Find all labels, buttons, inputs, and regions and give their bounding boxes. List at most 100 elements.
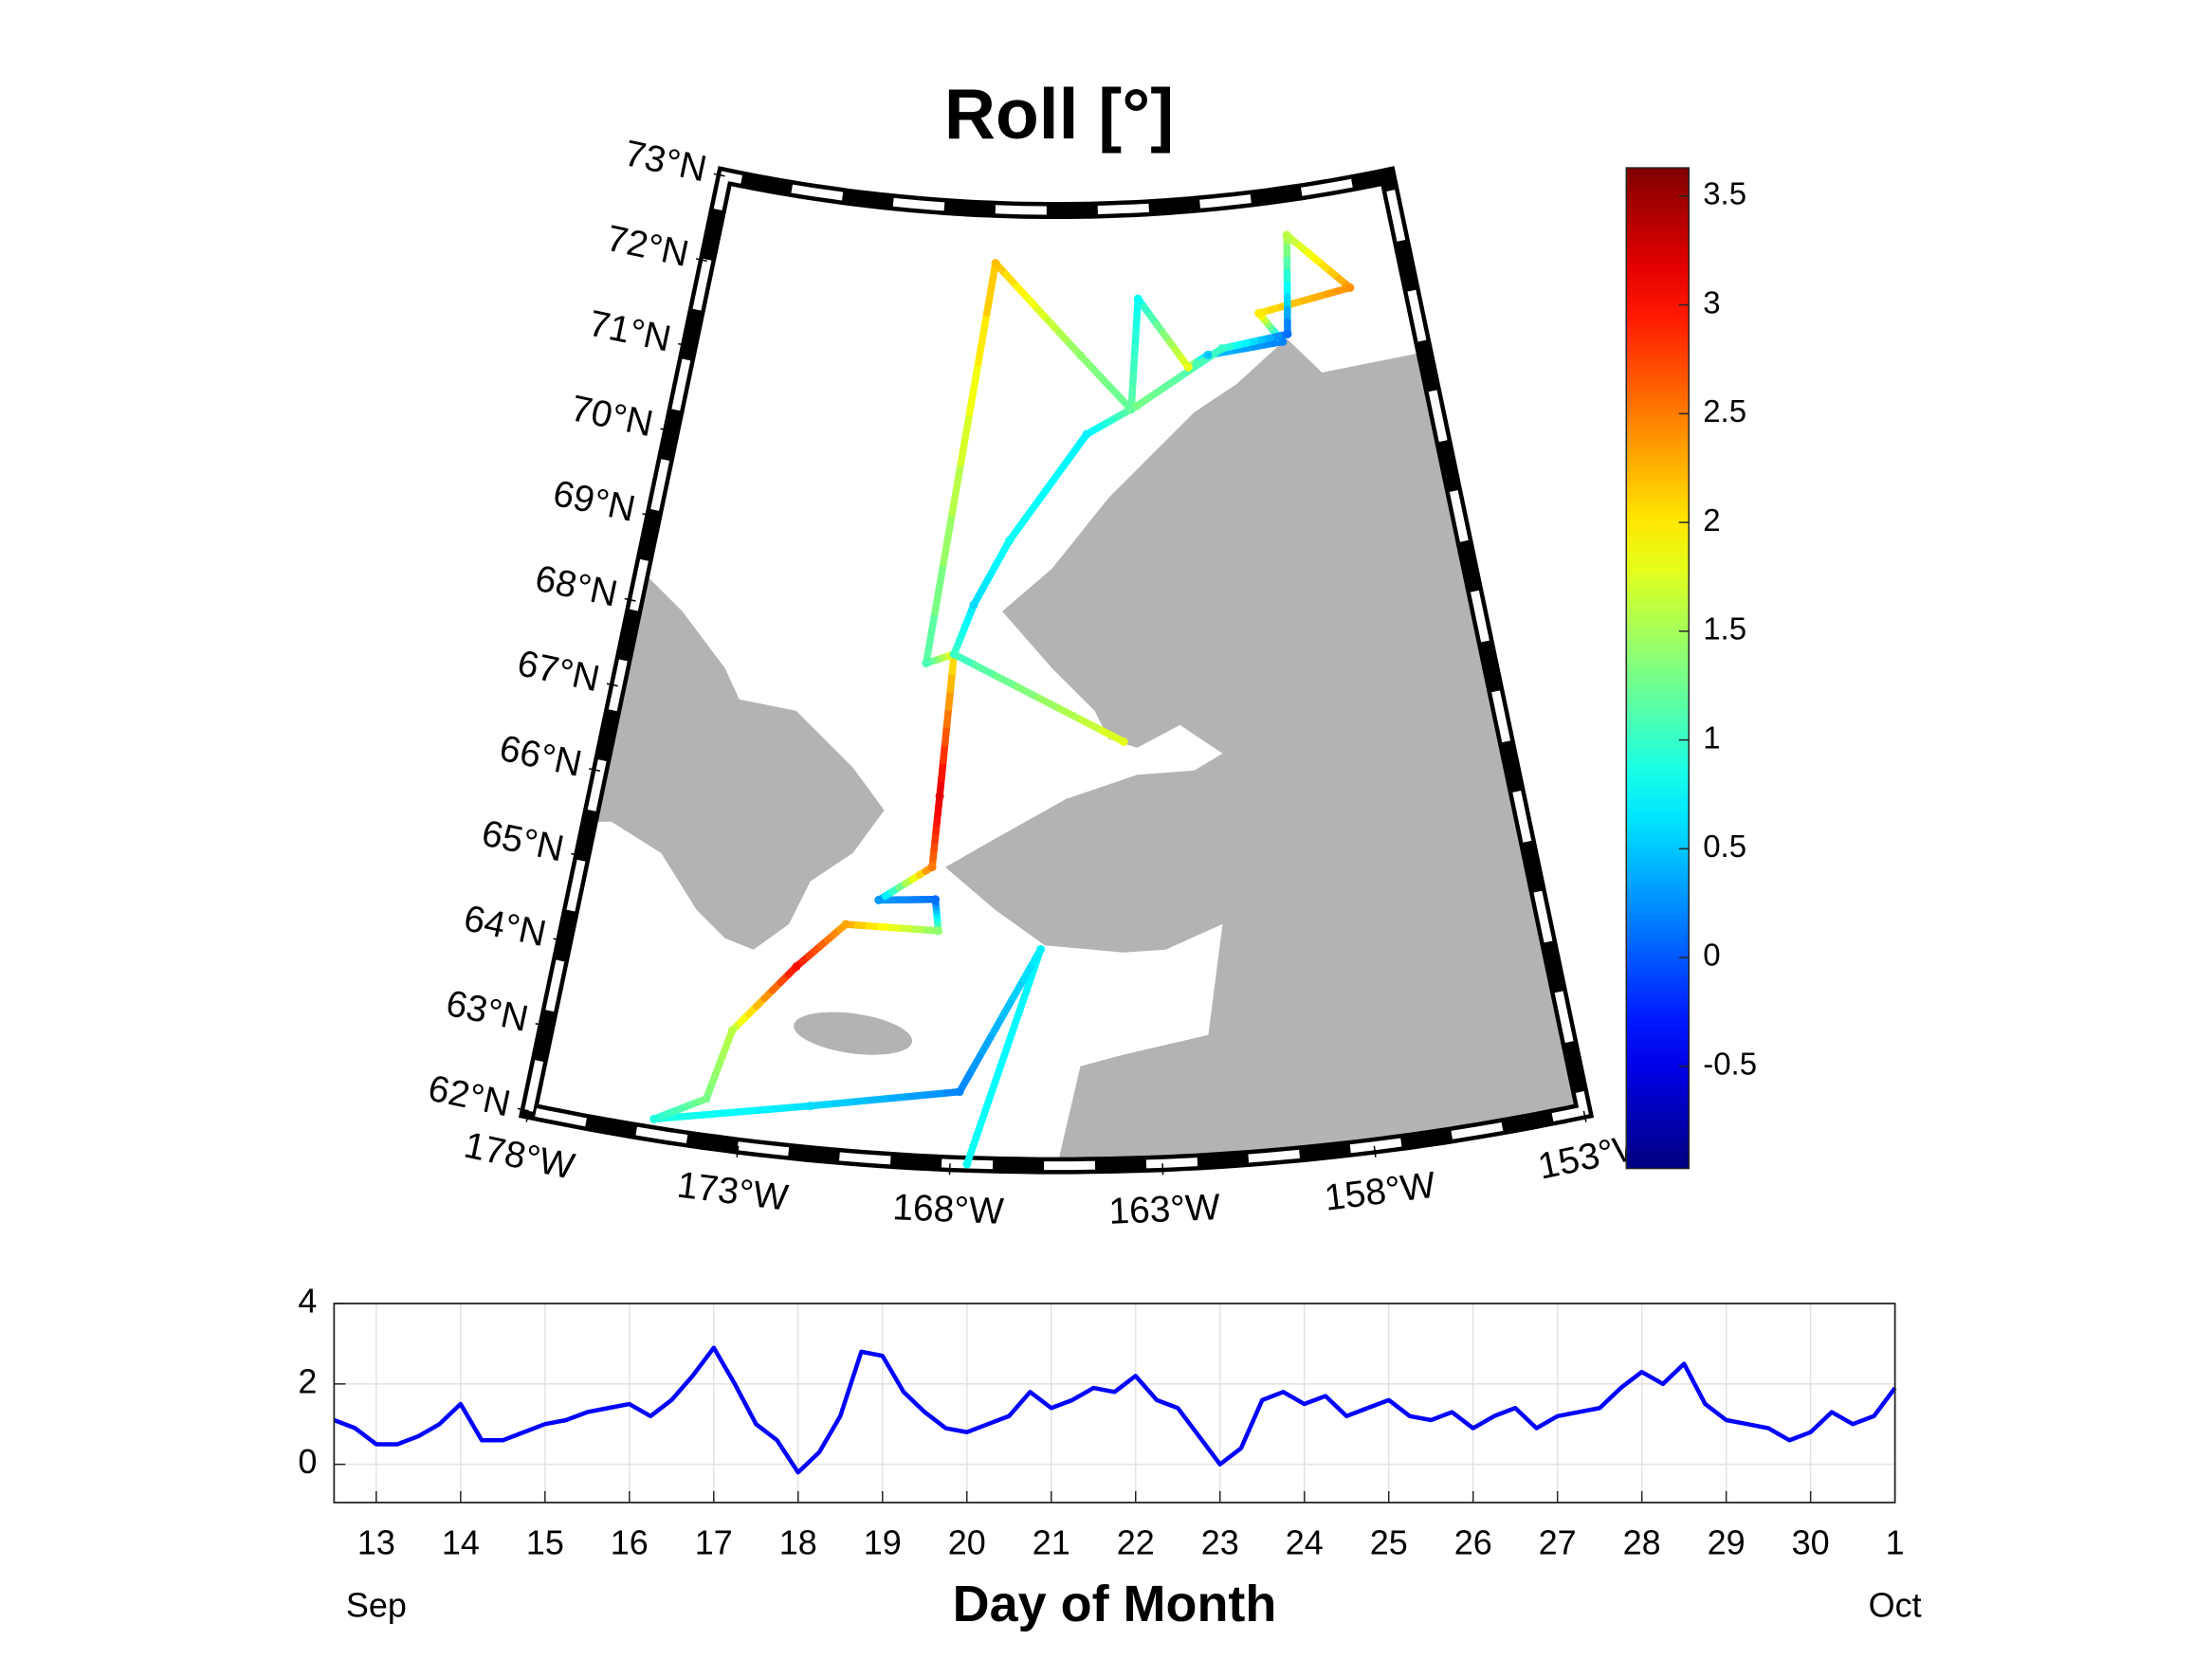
track-point	[649, 1114, 659, 1123]
lon-tick: 163°W	[1108, 1163, 1221, 1232]
track-segment	[1009, 999, 1026, 1034]
track-point	[1082, 429, 1091, 439]
colorbar-tick-label: 3	[1703, 284, 1720, 319]
colorbar-tick-label: 0	[1703, 938, 1720, 973]
colorbar-tick-label: 2.5	[1703, 393, 1746, 428]
x-tick-label: 29	[1708, 1522, 1746, 1561]
x-tick-label: 24	[1286, 1522, 1324, 1561]
x-tick-label: 16	[611, 1522, 649, 1561]
track-segment	[1000, 1026, 1017, 1061]
colorbar-tick-label: 1	[1703, 720, 1720, 755]
track-segment	[965, 359, 982, 417]
track-point	[931, 895, 941, 904]
x-tick-label: 30	[1792, 1522, 1830, 1561]
x-tick-label: 15	[526, 1522, 564, 1561]
colorbar-fill	[1625, 167, 1690, 1170]
x-tick-label: 21	[1033, 1522, 1070, 1561]
track-point	[1036, 944, 1046, 954]
track-point	[1133, 294, 1143, 303]
y-tick-label: 4	[298, 1282, 317, 1321]
month-label: Sep	[346, 1585, 407, 1624]
x-tick-label: 23	[1201, 1522, 1239, 1561]
track-segment	[931, 559, 947, 617]
x-axis-title: Day of Month	[953, 1576, 1277, 1632]
y-tick-label: 0	[298, 1442, 317, 1481]
track-segment	[957, 410, 974, 467]
lon-tick-label: 163°W	[1108, 1187, 1221, 1232]
x-tick-label: 13	[357, 1522, 395, 1561]
track	[649, 230, 1355, 1169]
track-segment	[991, 1052, 1008, 1087]
plot-area	[334, 1304, 1895, 1503]
track-point	[1278, 337, 1288, 346]
x-tick-label: 26	[1454, 1522, 1492, 1561]
colorbar-tick-label: 0.5	[1703, 829, 1746, 864]
track-segment	[1018, 973, 1035, 1007]
lon-tick-mark	[736, 1145, 740, 1158]
track-segment	[963, 1133, 980, 1168]
x-tick-label: 27	[1539, 1522, 1577, 1561]
x-tick-label: 14	[442, 1522, 480, 1561]
track-point	[949, 649, 959, 659]
track-segment	[1077, 716, 1106, 735]
chart-title: Roll [°]	[944, 74, 1174, 154]
track-point	[935, 792, 944, 801]
track-point	[702, 1094, 711, 1103]
track-segment	[1034, 694, 1064, 713]
track-point	[1004, 536, 1014, 545]
track-point	[792, 962, 801, 972]
colorbar-tick-label: -0.5	[1703, 1046, 1757, 1081]
y-tick-label: 2	[298, 1361, 317, 1400]
track-point	[1119, 737, 1128, 746]
track-point	[1282, 230, 1291, 240]
st-lawrence-island	[794, 1012, 913, 1055]
track-point	[1283, 329, 1292, 338]
lon-tick-mark	[525, 1110, 530, 1122]
frame-inner	[523, 171, 1589, 1171]
track-point	[874, 895, 884, 904]
x-tick-label: 25	[1370, 1522, 1408, 1561]
track-point	[1132, 401, 1142, 410]
lat-tick-mark	[642, 513, 654, 518]
track-point	[934, 926, 943, 936]
track-point	[955, 1087, 964, 1097]
colorbar-tick-label: 2	[1703, 502, 1720, 538]
track-point	[969, 600, 978, 610]
plot-frame	[333, 1303, 1896, 1504]
map-frame: 62°N63°N64°N65°N66°N67°N68°N69°N70°N71°N…	[425, 133, 1653, 1232]
series-line	[333, 1345, 1897, 1475]
lat-tick-mark	[660, 428, 672, 432]
track-point	[1183, 362, 1193, 372]
colorbar: -0.5 0 0.5 1 1.5 2 2.5 3 3.5	[1625, 167, 1757, 1170]
track-point	[841, 920, 850, 929]
track-point	[927, 863, 937, 872]
track-point	[806, 1102, 815, 1111]
track-point	[922, 659, 931, 668]
x-tick-label: 17	[695, 1522, 733, 1561]
track-point	[727, 1026, 737, 1035]
track-segment	[940, 509, 957, 567]
track-segment	[948, 459, 965, 518]
track-segment	[971, 661, 1000, 680]
track-point	[1345, 283, 1355, 292]
lat-tick-mark	[517, 1107, 529, 1112]
track-segment	[1056, 705, 1086, 724]
lon-tick: 168°W	[891, 1163, 1005, 1232]
lat-tick-mark	[713, 173, 725, 177]
lon-tick-mark	[1582, 1110, 1587, 1122]
lat-tick-mark	[678, 342, 690, 347]
lon-tick-mark	[1373, 1145, 1377, 1158]
colorbar-tick-label: 1.5	[1703, 611, 1746, 647]
track-point	[962, 1159, 972, 1169]
track-segment	[923, 610, 939, 667]
lat-tick-mark	[553, 938, 565, 942]
lat-tick-mark	[535, 1023, 547, 1027]
lat-tick-mark	[571, 852, 583, 857]
track-segment	[993, 672, 1022, 691]
track-segment	[972, 1106, 990, 1141]
lat-tick-mark	[624, 597, 636, 602]
track-segment	[1014, 684, 1043, 702]
track-point	[1075, 351, 1085, 360]
